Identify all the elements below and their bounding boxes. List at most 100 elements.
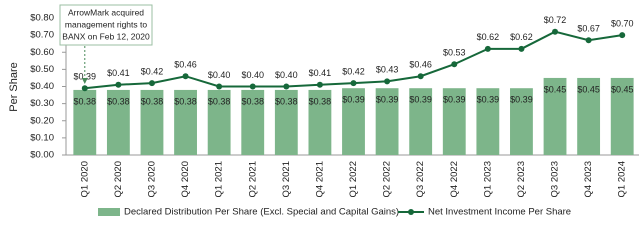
- annotation-text: ArrowMark acquired: [68, 7, 144, 17]
- bar-value-label: $0.38: [74, 96, 97, 106]
- line-marker: [384, 78, 391, 85]
- bar-value-label: $0.38: [208, 96, 231, 106]
- bar-value-label: $0.39: [477, 95, 500, 105]
- line-value-label: $0.41: [309, 68, 332, 78]
- bar: [510, 88, 533, 155]
- line-value-label: $0.39: [74, 72, 97, 82]
- y-tick-label: $0.70: [30, 30, 54, 41]
- line-marker: [484, 45, 491, 52]
- bar-value-label: $0.45: [577, 84, 600, 94]
- line-marker: [316, 81, 323, 88]
- bar-value-label: $0.39: [342, 95, 365, 105]
- line-marker: [81, 85, 88, 92]
- line-value-label: $0.70: [611, 19, 634, 29]
- line-marker: [417, 73, 424, 80]
- bar: [308, 89, 332, 155]
- bar: [274, 89, 298, 155]
- bar-value-label: $0.39: [376, 95, 399, 105]
- y-tick-label: $0.30: [30, 98, 54, 109]
- bar: [577, 77, 601, 155]
- x-tick-label: Q3 2023: [550, 161, 561, 197]
- bar: [174, 89, 197, 155]
- x-tick-label: Q3 2020: [146, 161, 157, 197]
- line-marker: [283, 83, 290, 90]
- bar-value-label: $0.38: [309, 96, 332, 106]
- line-marker: [182, 73, 189, 80]
- line-value-label: $0.42: [141, 66, 164, 76]
- line-value-label: $0.62: [477, 32, 500, 42]
- bar-value-label: $0.45: [544, 84, 567, 94]
- x-tick-label: Q2 2022: [382, 161, 393, 197]
- line-marker: [619, 32, 626, 39]
- line-series: [84, 30, 623, 90]
- line-value-label: $0.41: [107, 68, 130, 78]
- bar: [73, 89, 97, 155]
- bar-value-label: $0.39: [443, 95, 466, 105]
- bar-value-label: $0.38: [174, 96, 197, 106]
- bar-value-label: $0.38: [107, 96, 130, 106]
- x-tick-label: Q3 2022: [415, 161, 426, 197]
- bar: [610, 77, 634, 155]
- x-tick-label: Q1 2023: [482, 161, 493, 197]
- line-value-label: $0.46: [409, 60, 432, 70]
- line-value-label: $0.72: [544, 15, 567, 25]
- annotation-text: management rights to: [65, 19, 147, 29]
- legend-marker: [408, 209, 414, 215]
- bar: [140, 89, 164, 155]
- x-tick-label: Q2 2023: [516, 161, 527, 197]
- y-tick-label: $0.20: [30, 115, 54, 126]
- x-tick-label: Q4 2023: [583, 161, 594, 197]
- y-tick-label: $0.00: [30, 150, 54, 161]
- annotation-text: BANX on Feb 12, 2020: [62, 31, 150, 41]
- line-value-label: $0.62: [510, 32, 533, 42]
- x-tick-label: Q1 2022: [348, 161, 359, 197]
- y-axis-label: Per Share: [8, 62, 20, 112]
- line-value-label: $0.43: [376, 65, 399, 75]
- line-marker: [585, 37, 592, 44]
- line-marker: [115, 81, 122, 88]
- x-tick-label: Q4 2020: [180, 161, 191, 197]
- line-value-label: $0.42: [342, 66, 365, 76]
- bar: [106, 89, 130, 155]
- bar: [342, 88, 365, 155]
- bar: [241, 89, 265, 155]
- bar: [543, 77, 567, 155]
- bar: [409, 88, 433, 155]
- y-tick-label: $0.40: [30, 81, 54, 92]
- line-value-label: $0.40: [275, 70, 298, 80]
- line-marker: [350, 80, 357, 87]
- chart: Per Share $0.00 $0.10 $0.20 $0.30 $0.40 $0.50…: [8, 4, 639, 218]
- annotation-box: [59, 4, 153, 46]
- annotation-arrowhead: [81, 78, 88, 84]
- legend-label: Net Investment Income Per Share: [428, 207, 571, 218]
- bar: [207, 89, 231, 155]
- y-tick-label: $0.50: [30, 64, 54, 75]
- legend-swatch: [98, 208, 120, 216]
- line-value-label: $0.46: [174, 60, 197, 70]
- x-tick-label: Q4 2022: [449, 161, 460, 197]
- bar-value-label: $0.45: [611, 84, 634, 94]
- x-tick-label: Q4 2021: [314, 161, 325, 197]
- y-tick-label: $0.80: [30, 13, 54, 24]
- bar: [442, 88, 466, 155]
- x-tick-label: Q2 2020: [113, 161, 124, 197]
- line-value-label: $0.40: [208, 70, 231, 80]
- bar-value-label: $0.38: [241, 96, 264, 106]
- x-tick-label: Q1 2024: [617, 161, 628, 197]
- line-value-label: $0.40: [241, 70, 264, 80]
- bar-value-label: $0.38: [141, 96, 164, 106]
- bar-value-label: $0.39: [409, 95, 432, 105]
- legend-label: Declared Distribution Per Share (Excl. S…: [124, 207, 399, 218]
- line-marker: [148, 80, 155, 87]
- line-value-label: $0.53: [443, 48, 466, 58]
- line-marker: [216, 83, 223, 90]
- bar: [476, 88, 500, 155]
- x-tick-label: Q2 2021: [247, 161, 258, 197]
- y-tick-label: $0.60: [30, 47, 54, 58]
- line-value-label: $0.67: [577, 24, 600, 34]
- line-marker: [518, 45, 525, 52]
- line-marker: [249, 83, 256, 90]
- line-marker: [552, 28, 559, 35]
- bar-value-label: $0.38: [275, 96, 298, 106]
- x-tick-label: Q1 2020: [79, 161, 90, 197]
